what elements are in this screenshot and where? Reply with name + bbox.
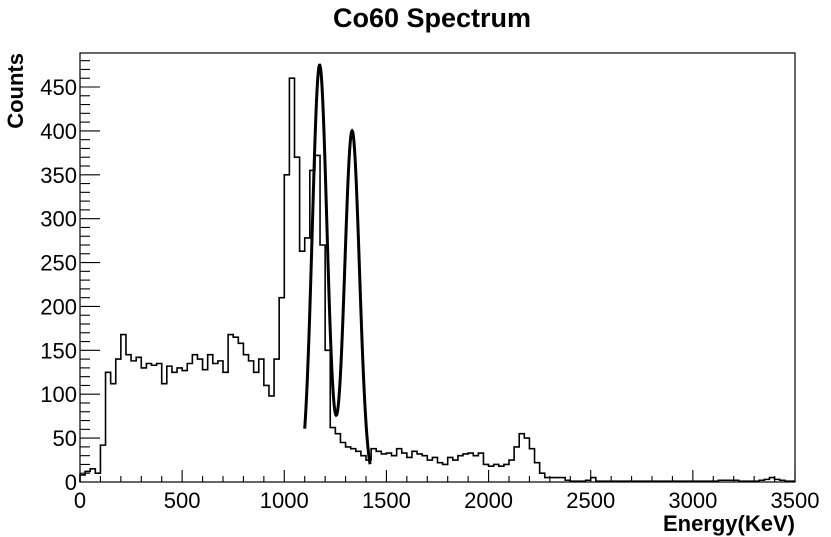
y-tick-label: 450	[40, 75, 77, 100]
x-tick-label: 1000	[260, 488, 309, 513]
y-tick-label: 300	[40, 207, 77, 232]
y-tick-label: 350	[40, 163, 77, 188]
y-tick-label: 0	[65, 470, 77, 495]
y-tick-label: 200	[40, 294, 77, 319]
y-tick-label: 50	[53, 426, 77, 451]
x-tick-label: 0	[74, 488, 86, 513]
gaussian-fit-curve	[303, 63, 372, 465]
y-axis: 0 50 100 150 200 250 300 350 400 450	[40, 60, 100, 495]
x-tick-label: 1500	[362, 488, 411, 513]
chart-title: Co60 Spectrum	[333, 3, 531, 33]
y-tick-label: 100	[40, 382, 77, 407]
y-axis-title: Counts	[3, 53, 28, 129]
x-axis: 0 500 1000 1500 2000 2500 3000 3500	[74, 470, 820, 513]
y-tick-label: 250	[40, 251, 77, 276]
histogram-series	[79, 77, 795, 482]
plot-frame	[79, 52, 796, 483]
x-tick-label: 3000	[668, 488, 717, 513]
y-tick-label: 150	[40, 338, 77, 363]
x-tick-label: 3500	[771, 488, 820, 513]
y-tick-label: 400	[40, 119, 77, 144]
x-tick-label: 500	[164, 488, 201, 513]
x-tick-label: 2500	[566, 488, 615, 513]
x-axis-title: Energy(KeV)	[663, 511, 795, 536]
x-tick-label: 2000	[464, 488, 513, 513]
